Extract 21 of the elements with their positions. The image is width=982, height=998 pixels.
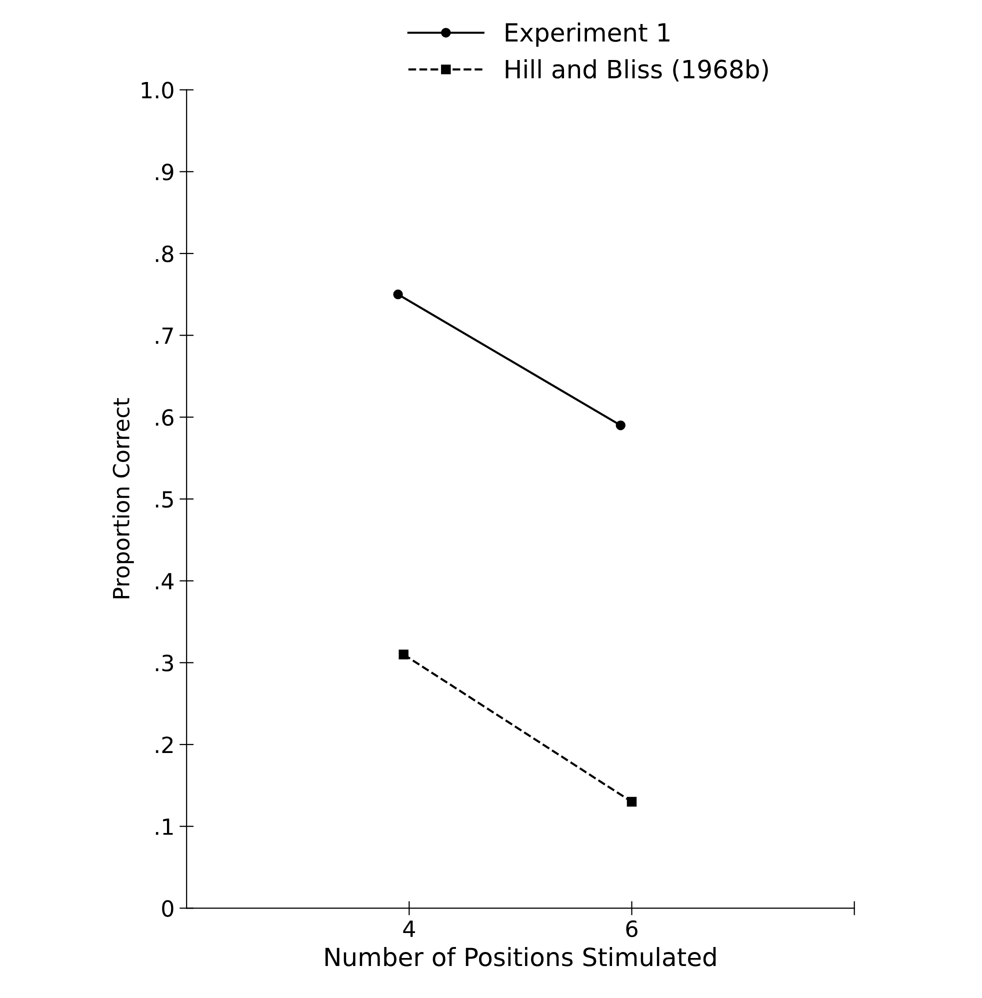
y-tick-label: .6 — [156, 409, 174, 426]
y-tick-label: .1 — [156, 818, 173, 835]
point — [398, 650, 408, 660]
y-tick-label: .4 — [156, 573, 174, 590]
point — [616, 420, 626, 430]
y-tick-label: .5 — [156, 491, 173, 508]
y-tick-label: 1.0 — [142, 82, 174, 99]
legend-label: Experiment 1 — [506, 22, 670, 47]
point — [393, 290, 403, 300]
y-tick-label: .2 — [156, 736, 173, 753]
y-tick-label: 0 — [162, 900, 174, 917]
y-tick-label: .7 — [156, 328, 173, 344]
x-tick-label: 4 — [403, 920, 415, 937]
x-axis-title: Number of Positions Stimulated — [325, 947, 716, 966]
legend-label: Hill and Bliss (1968b) — [506, 59, 768, 82]
point — [626, 796, 637, 807]
y-tick-label: .8 — [156, 245, 174, 262]
y-tick-label: .3 — [156, 654, 173, 672]
x-tick-label: 6 — [626, 920, 638, 938]
y-tick-label: .9 — [156, 164, 174, 180]
y-axis-title: Proportion Correct — [112, 398, 134, 598]
